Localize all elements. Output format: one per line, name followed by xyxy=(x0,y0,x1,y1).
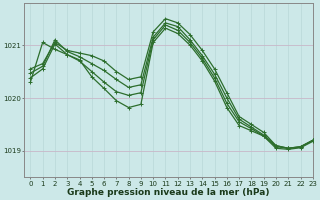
X-axis label: Graphe pression niveau de la mer (hPa): Graphe pression niveau de la mer (hPa) xyxy=(67,188,270,197)
